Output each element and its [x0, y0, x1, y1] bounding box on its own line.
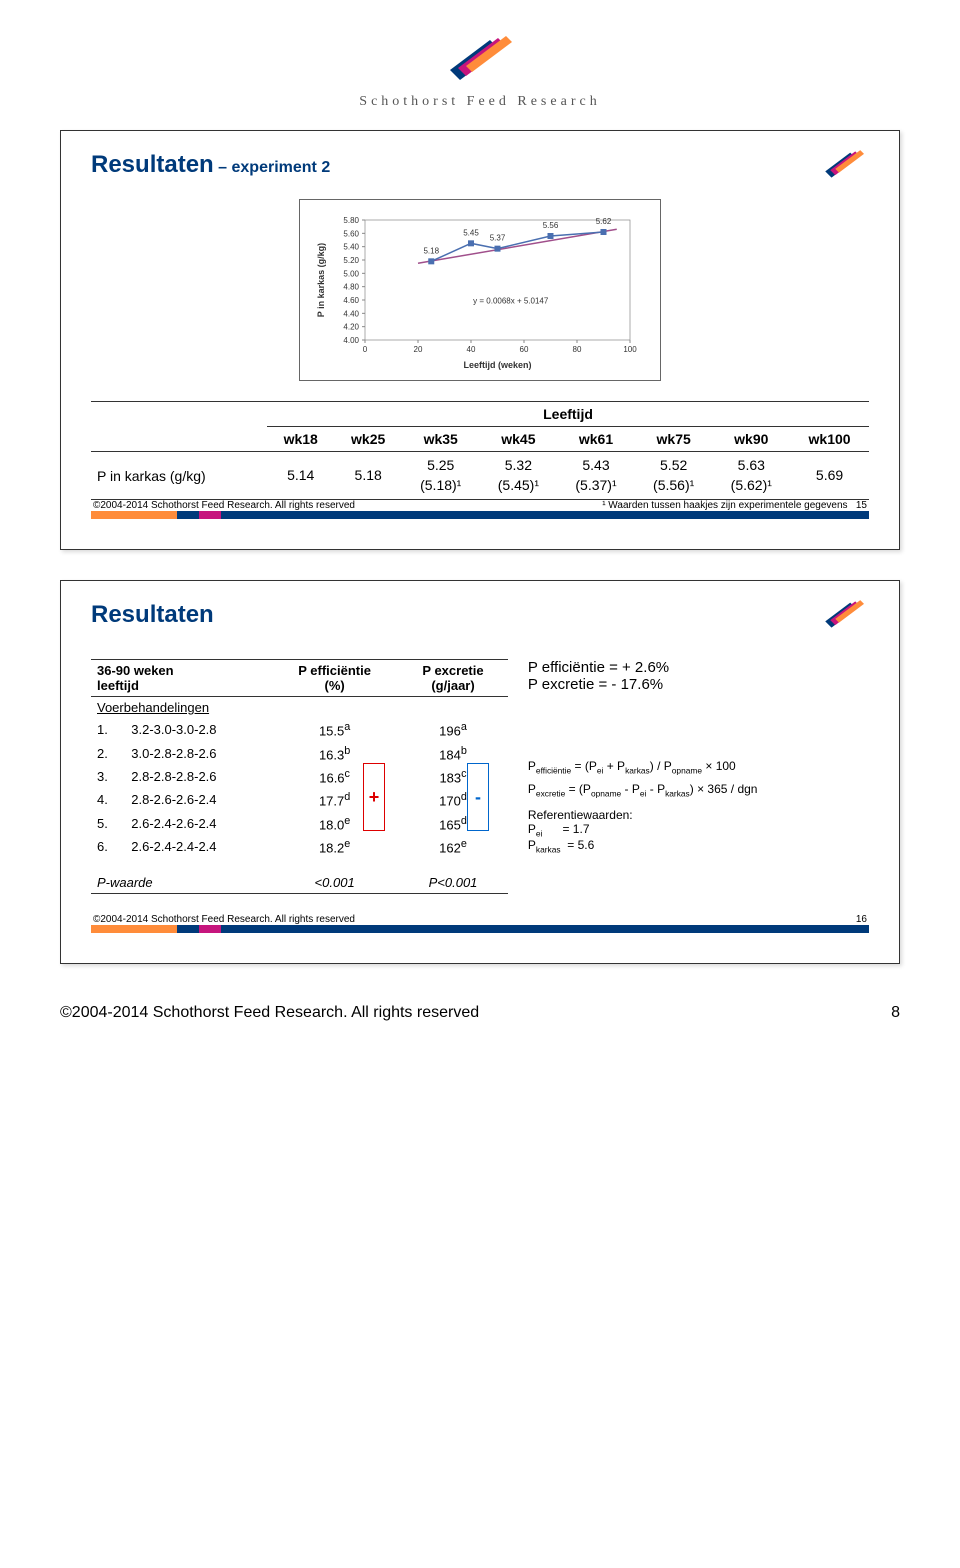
svg-text:5.45: 5.45: [463, 228, 479, 237]
slide1-chart: 4.00 4.20 4.40 4.60 4.80 5.00 5.20 5.40 5.60 5.80…: [299, 199, 661, 381]
slide-1: Resultaten – experiment 2 4.004.204.404.…: [60, 130, 900, 550]
svg-text:100: 100: [623, 345, 637, 354]
svg-text:5.40: 5.40: [343, 243, 359, 252]
slide2-num: 16: [856, 914, 867, 925]
minus-box: -: [467, 763, 489, 831]
svg-text:80: 80: [573, 345, 582, 354]
svg-text:5.00: 5.00: [343, 269, 359, 278]
slide1-color-strip: [91, 511, 869, 519]
svg-text:y = 0.0068x + 5.0147: y = 0.0068x + 5.0147: [473, 296, 549, 305]
page-footer: ©2004-2014 Schothorst Feed Research. All…: [60, 1004, 900, 1022]
svg-text:5.56: 5.56: [543, 221, 559, 230]
svg-text:P in karkas (g/kg): P in karkas (g/kg): [316, 243, 326, 317]
table1-span-title: Leeftijd: [267, 402, 869, 427]
svg-text:4.20: 4.20: [343, 323, 359, 332]
svg-text:5.37: 5.37: [490, 234, 506, 243]
table1-row-label: P in karkas (g/kg): [91, 452, 267, 500]
slide2-table: 36-90 wekenleeftijd P efficiëntie(%) P e…: [91, 659, 508, 894]
svg-text:5.18: 5.18: [423, 246, 439, 255]
svg-text:0: 0: [363, 345, 368, 354]
formula2: Pexcretie = (Popname - Pei - Pkarkas) × …: [528, 782, 869, 798]
svg-text:60: 60: [520, 345, 529, 354]
svg-text:40: 40: [467, 345, 476, 354]
svg-text:4.00: 4.00: [343, 336, 359, 345]
svg-text:5.80: 5.80: [343, 216, 359, 225]
reference-block: Referentiewaarden: Pei = 1.7 Pkarkas = 5…: [528, 808, 869, 855]
slide-2: Resultaten 36-90 wekenleeftijd P efficië…: [60, 580, 900, 964]
slide1-title: Resultaten – experiment 2: [91, 151, 869, 179]
svg-text:5.20: 5.20: [343, 256, 359, 265]
slide1-footnote: ¹ Waarden tussen haakjes zijn experiment…: [602, 500, 847, 511]
slide1-table: Leeftijd wk18wk25wk35wk45wk61wk75wk90wk1…: [91, 401, 869, 500]
svg-text:20: 20: [414, 345, 423, 354]
formula1: Pefficiëntie = (Pei + Pkarkas) / Popname…: [528, 759, 869, 775]
svg-text:5.62: 5.62: [596, 217, 612, 226]
slide2-copyright: ©2004-2014 Schothorst Feed Research. All…: [93, 914, 355, 925]
slide2-right: P efficiëntie = + 2.6% P excretie = - 17…: [528, 659, 869, 894]
svg-text:4.40: 4.40: [343, 309, 359, 318]
slide2-title: Resultaten: [91, 601, 869, 629]
slide2-color-strip: [91, 925, 869, 933]
plus-box: +: [363, 763, 385, 831]
slide1-copyright: ©2004-2014 Schothorst Feed Research. All…: [93, 500, 355, 511]
brand-logo-icon: [440, 30, 520, 85]
svg-text:5.60: 5.60: [343, 229, 359, 238]
slide1-num: 15: [856, 500, 867, 511]
brand-logo-block: Schothorst Feed Research: [60, 30, 900, 110]
brand-text: Schothorst Feed Research: [60, 94, 900, 110]
slide-logo-icon: [819, 596, 869, 636]
svg-text:4.80: 4.80: [343, 283, 359, 292]
svg-text:Leeftijd (weken): Leeftijd (weken): [463, 360, 531, 370]
svg-text:4.60: 4.60: [343, 296, 359, 305]
slide-logo-icon: [819, 146, 869, 186]
